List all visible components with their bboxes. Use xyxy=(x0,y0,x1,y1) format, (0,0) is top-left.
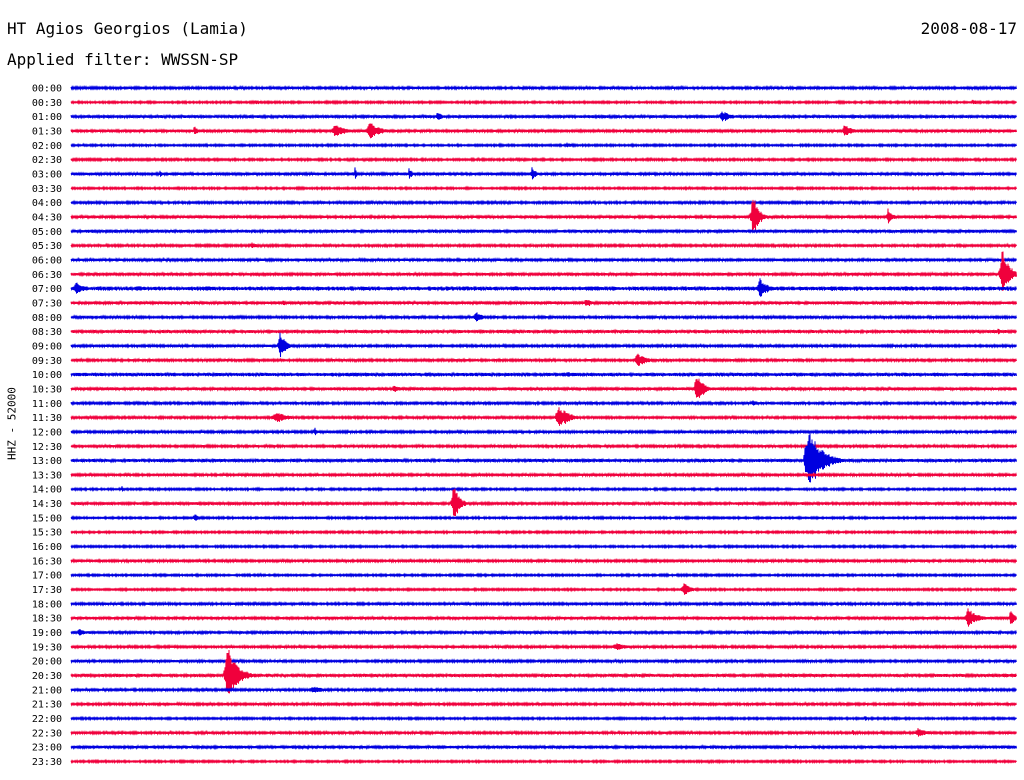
row-label-2130: 21:30 xyxy=(32,700,62,711)
row-label-0200: 02:00 xyxy=(32,141,62,152)
row-label-0630: 06:30 xyxy=(32,270,62,281)
row-label-1300: 13:00 xyxy=(32,456,62,467)
row-label-2100: 21:00 xyxy=(32,685,62,696)
row-label-1730: 17:30 xyxy=(32,585,62,596)
row-label-0100: 01:00 xyxy=(32,112,62,123)
row-label-1930: 19:30 xyxy=(32,642,62,653)
row-label-1230: 12:30 xyxy=(32,442,62,453)
row-label-2330: 23:30 xyxy=(32,757,62,768)
trace-row-1430 xyxy=(70,488,1017,517)
row-label-0000: 00:00 xyxy=(32,84,62,95)
row-label-1800: 18:00 xyxy=(32,599,62,610)
row-label-0400: 04:00 xyxy=(32,198,62,209)
trace-row-1130 xyxy=(70,407,1017,426)
row-label-1830: 18:30 xyxy=(32,614,62,625)
row-label-1530: 15:30 xyxy=(32,528,62,539)
row-label-1330: 13:30 xyxy=(32,470,62,481)
row-label-1700: 17:00 xyxy=(32,571,62,582)
trace-row-0900 xyxy=(70,332,1017,358)
row-label-1500: 15:00 xyxy=(32,513,62,524)
record-date: 2008-08-17 xyxy=(920,19,1017,38)
row-label-1900: 19:00 xyxy=(32,628,62,639)
row-label-0530: 05:30 xyxy=(32,241,62,252)
row-label-1430: 14:30 xyxy=(32,499,62,510)
row-label-0300: 03:00 xyxy=(32,169,62,180)
row-label-0900: 09:00 xyxy=(32,341,62,352)
trace-row-0430 xyxy=(70,199,1017,232)
row-label-1600: 16:00 xyxy=(32,542,62,553)
row-time-labels: 00:00 00:30 01:00 01:30 02:00 02:30 03:00 03:30… xyxy=(32,84,62,769)
trace-row-2030 xyxy=(70,649,1017,694)
row-label-2300: 23:00 xyxy=(32,743,62,754)
trace-row-0630 xyxy=(70,251,1017,291)
row-label-0930: 09:30 xyxy=(32,356,62,367)
row-label-0130: 01:30 xyxy=(32,126,62,137)
row-label-0700: 07:00 xyxy=(32,284,62,295)
row-label-0800: 08:00 xyxy=(32,313,62,324)
row-label-0500: 05:00 xyxy=(32,227,62,238)
row-label-2000: 20:00 xyxy=(32,657,62,668)
row-label-1630: 16:30 xyxy=(32,556,62,567)
station-title: HT Agios Georgios (Lamia) xyxy=(7,19,248,38)
row-label-2230: 22:30 xyxy=(32,728,62,739)
trace-row-0700 xyxy=(70,278,1017,297)
row-label-0830: 08:30 xyxy=(32,327,62,338)
row-label-1100: 11:00 xyxy=(32,399,62,410)
row-label-0330: 03:30 xyxy=(32,184,62,195)
row-label-0730: 07:30 xyxy=(32,298,62,309)
filter-label: Applied filter: WWSSN-SP xyxy=(7,50,239,69)
row-label-1030: 10:30 xyxy=(32,384,62,395)
row-label-1000: 10:00 xyxy=(32,370,62,381)
row-label-2200: 22:00 xyxy=(32,714,62,725)
trace-lines xyxy=(70,84,1017,765)
row-label-1200: 12:00 xyxy=(32,427,62,438)
row-label-0230: 02:30 xyxy=(32,155,62,166)
row-label-0430: 04:30 xyxy=(32,212,62,223)
row-label-2030: 20:30 xyxy=(32,671,62,682)
row-label-0600: 06:00 xyxy=(32,255,62,266)
row-label-0030: 00:30 xyxy=(32,98,62,109)
row-label-1130: 11:30 xyxy=(32,413,62,424)
row-label-1400: 14:00 xyxy=(32,485,62,496)
